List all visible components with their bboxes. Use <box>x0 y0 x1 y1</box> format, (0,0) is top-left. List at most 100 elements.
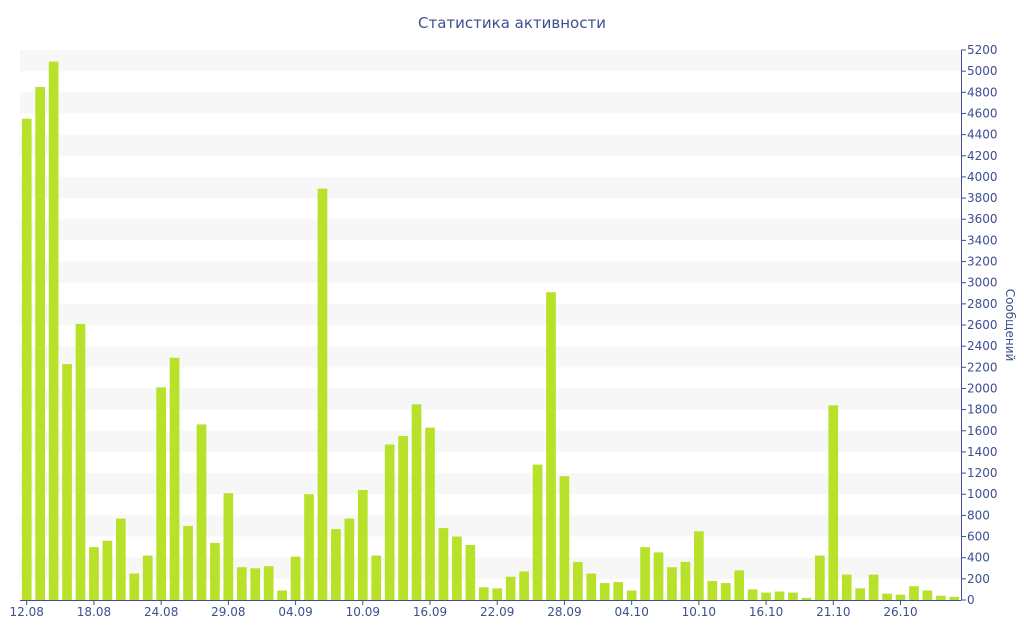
bar[interactable] <box>142 555 153 600</box>
bar[interactable] <box>210 542 220 600</box>
y-tick-label: 3600 <box>967 212 998 226</box>
grid-band <box>20 346 961 368</box>
bar[interactable] <box>290 556 301 600</box>
y-axis-ticks: 0 200 400 600 800 1000 1200 1400 1600 1800 2000 220… <box>961 43 998 607</box>
bar[interactable] <box>196 424 207 600</box>
bar[interactable] <box>169 357 180 600</box>
bar[interactable] <box>868 574 879 600</box>
bar[interactable] <box>263 566 274 600</box>
bar[interactable] <box>841 574 852 600</box>
bar[interactable] <box>532 464 543 600</box>
y-tick-label: 5000 <box>967 64 998 78</box>
bar[interactable] <box>586 573 597 600</box>
bar[interactable] <box>546 292 556 600</box>
bar[interactable] <box>519 571 529 600</box>
bar[interactable] <box>62 364 72 600</box>
bar[interactable] <box>599 583 610 600</box>
bar[interactable] <box>236 567 247 600</box>
bar[interactable] <box>694 531 704 600</box>
bar[interactable] <box>89 547 99 600</box>
bar[interactable] <box>304 494 314 600</box>
bar[interactable] <box>667 567 677 600</box>
bar[interactable] <box>788 592 798 600</box>
x-tick-label: 22.09 <box>480 605 514 619</box>
y-tick-label: 0 <box>967 593 975 607</box>
grid-band <box>20 176 961 199</box>
bar[interactable] <box>156 387 166 600</box>
bar[interactable] <box>102 540 113 600</box>
bar[interactable] <box>75 323 86 600</box>
bar[interactable] <box>909 586 919 600</box>
x-tick-label: 26.10 <box>883 605 917 619</box>
bar[interactable] <box>855 588 866 600</box>
y-tick-label: 4400 <box>967 128 998 142</box>
bar[interactable] <box>398 436 408 600</box>
x-tick-label: 10.09 <box>346 605 380 619</box>
x-tick-label: 28.09 <box>547 605 581 619</box>
grid-band <box>20 303 961 325</box>
bar[interactable] <box>115 518 126 600</box>
bar[interactable] <box>425 427 435 600</box>
bar[interactable] <box>357 490 368 600</box>
bar[interactable] <box>936 595 946 600</box>
bar[interactable] <box>640 547 650 600</box>
bar[interactable] <box>371 555 382 600</box>
bar[interactable] <box>949 596 960 600</box>
bar[interactable] <box>35 87 45 600</box>
grid-band <box>20 430 961 452</box>
y-tick-label: 200 <box>967 572 990 586</box>
bar[interactable] <box>815 555 825 600</box>
bar[interactable] <box>626 590 637 600</box>
bar[interactable] <box>761 592 771 600</box>
bar[interactable] <box>492 588 503 600</box>
bar[interactable] <box>613 582 624 600</box>
x-tick-label: 10.10 <box>682 605 716 619</box>
bar[interactable] <box>223 493 234 600</box>
y-tick-label: 1800 <box>967 403 998 417</box>
bar[interactable] <box>48 61 59 600</box>
bar[interactable] <box>384 444 395 600</box>
bar[interactable] <box>573 561 583 600</box>
grid-band <box>20 515 961 537</box>
bar[interactable] <box>801 597 812 600</box>
bar[interactable] <box>452 536 462 600</box>
bar[interactable] <box>747 589 758 600</box>
bar[interactable] <box>250 568 261 600</box>
grid-band <box>20 473 961 495</box>
bar[interactable] <box>707 580 718 600</box>
x-tick-label: 12.08 <box>10 605 44 619</box>
bar[interactable] <box>183 525 193 600</box>
bar[interactable] <box>317 188 328 600</box>
grid-band <box>20 219 961 241</box>
x-tick-label: 04.10 <box>614 605 648 619</box>
bar[interactable] <box>734 570 745 600</box>
bar[interactable] <box>478 587 489 600</box>
bar[interactable] <box>774 591 785 600</box>
y-tick-label: 3800 <box>967 191 998 205</box>
bar[interactable] <box>653 552 664 600</box>
bar[interactable] <box>505 576 516 600</box>
y-tick-label: 4000 <box>967 170 998 184</box>
bar[interactable] <box>438 528 449 600</box>
bar[interactable] <box>720 583 731 600</box>
bar[interactable] <box>411 404 422 600</box>
y-tick-label: 2600 <box>967 318 998 332</box>
bar[interactable] <box>344 518 355 600</box>
y-tick-label: 5200 <box>967 43 998 57</box>
bar[interactable] <box>828 405 839 600</box>
bar[interactable] <box>277 590 287 600</box>
bar[interactable] <box>129 573 140 600</box>
grid-bands <box>20 50 961 579</box>
x-tick-label: 29.08 <box>211 605 245 619</box>
bar[interactable] <box>680 561 691 600</box>
bar[interactable] <box>559 476 570 600</box>
bar[interactable] <box>465 545 476 600</box>
bar[interactable] <box>331 529 341 600</box>
bar[interactable] <box>922 590 933 600</box>
y-tick-label: 2200 <box>967 360 998 374</box>
bar[interactable] <box>882 593 892 600</box>
x-tick-label: 16.10 <box>749 605 783 619</box>
bar[interactable] <box>21 118 32 600</box>
bar[interactable] <box>895 594 906 600</box>
